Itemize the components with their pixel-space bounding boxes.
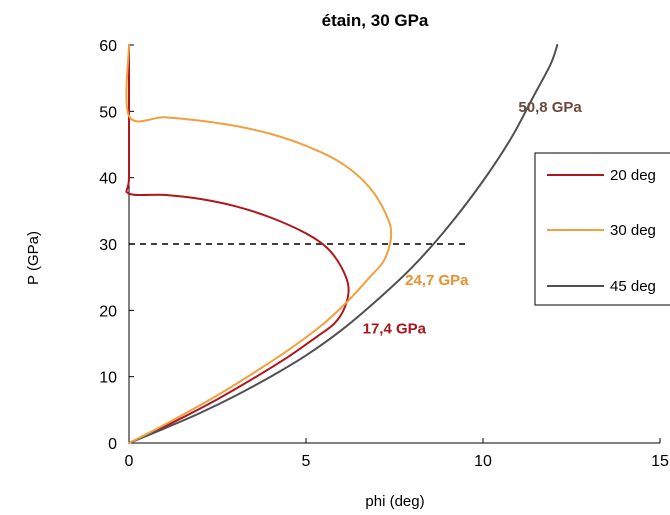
y-tick-label: 0	[108, 436, 117, 453]
y-tick-label: 40	[99, 171, 117, 188]
chart-title: étain, 30 GPa	[322, 11, 429, 30]
x-tick-label: 5	[302, 453, 311, 470]
x-tick-label: 15	[651, 453, 669, 470]
legend-label: 20 deg	[610, 167, 656, 184]
annotation-label: 17,4 GPa	[363, 321, 427, 338]
annotation-label: 50,8 GPa	[518, 99, 582, 116]
y-axis-label: P (GPa)	[25, 231, 42, 285]
legend-label: 30 deg	[610, 222, 656, 239]
y-tick-label: 20	[99, 303, 117, 320]
y-tick-label: 10	[99, 370, 117, 387]
y-tick-label: 50	[99, 104, 117, 121]
x-tick-label: 0	[125, 453, 134, 470]
series-group	[125, 44, 559, 444]
annotation-label: 24,7 GPa	[405, 272, 469, 289]
series-line-45-deg	[128, 44, 559, 444]
series-line-20-deg	[125, 44, 350, 444]
series-line-30-deg	[125, 44, 393, 444]
x-axis-label: phi (deg)	[365, 493, 424, 510]
y-tick-label: 60	[99, 38, 117, 55]
legend-label: 45 deg	[610, 278, 656, 295]
y-tick-label: 30	[99, 237, 117, 254]
legend: 20 deg 30 deg 45 deg	[534, 152, 670, 306]
x-tick-labels: 0 5 10 15	[125, 438, 669, 470]
x-tick-label: 10	[474, 453, 492, 470]
legend-items: 20 deg 30 deg 45 deg	[547, 167, 656, 295]
annotations-group: 50,8 GPa 24,7 GPa 17,4 GPa	[363, 99, 583, 338]
